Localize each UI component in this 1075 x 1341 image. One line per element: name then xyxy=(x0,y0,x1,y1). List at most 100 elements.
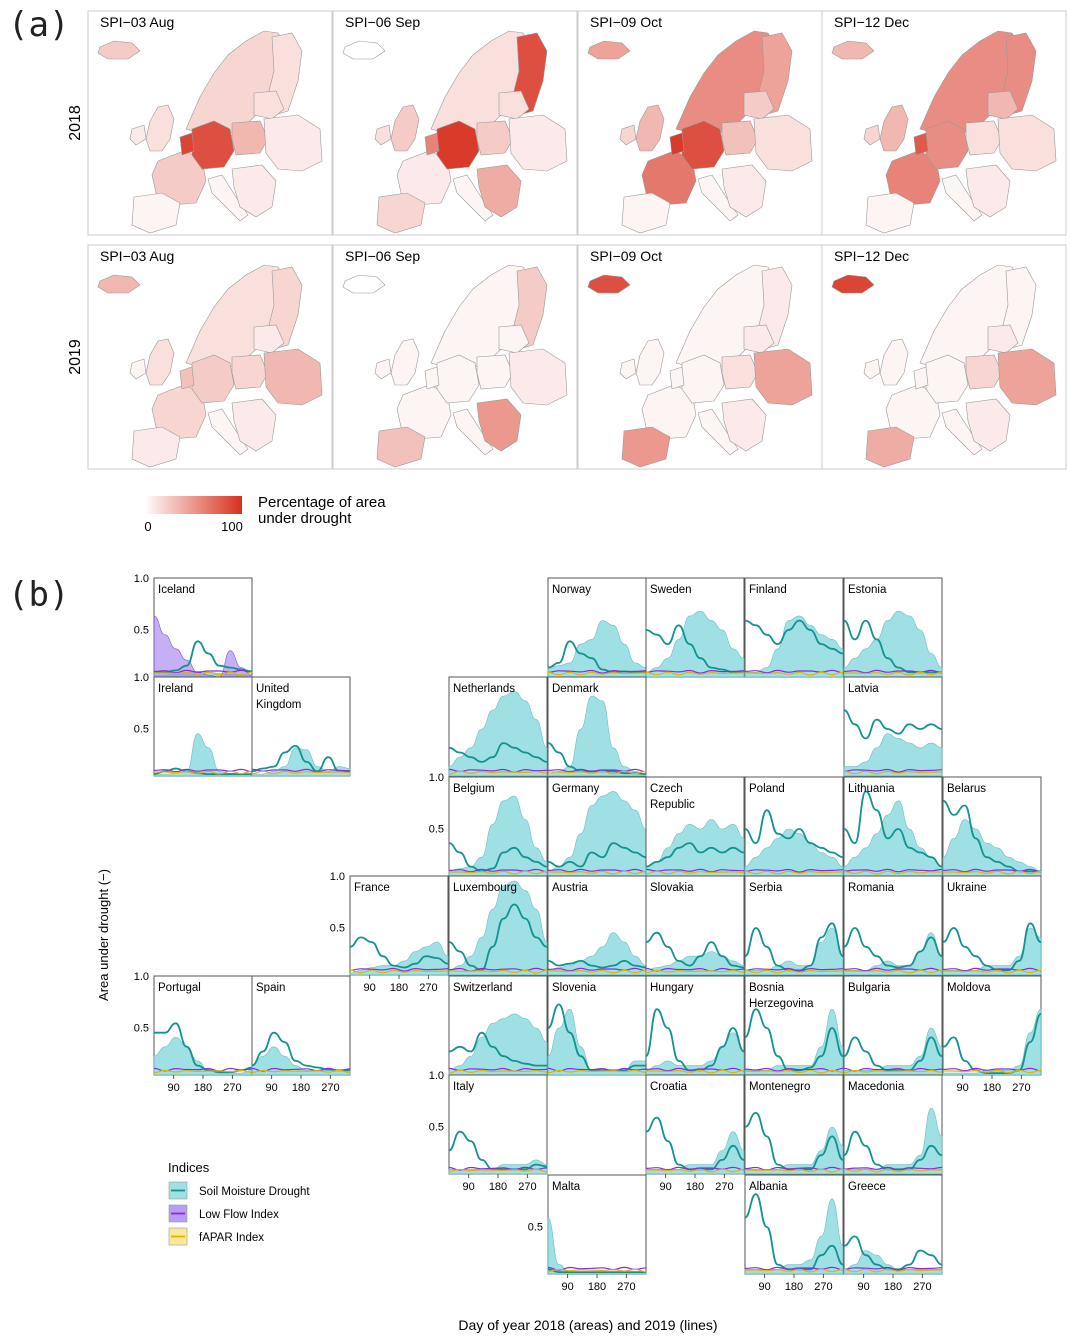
country-shape xyxy=(913,366,929,390)
country-shape xyxy=(151,150,207,206)
europe-map: SPI−06 Sep xyxy=(332,10,578,236)
low-flow-line xyxy=(645,669,745,674)
country-panel: Bosnia Herzegovina xyxy=(744,975,844,1076)
low-flow-line xyxy=(843,768,943,773)
country-name: Czech xyxy=(650,783,683,795)
fapar-line xyxy=(448,1069,548,1074)
country-shape xyxy=(436,120,480,170)
country-name: Portugal xyxy=(158,982,201,994)
country-panel: Poland xyxy=(744,776,844,877)
soil-moisture-area xyxy=(744,927,844,976)
europe-map: SPI−06 Sep xyxy=(332,244,578,470)
y-tick-label: 1.0 xyxy=(330,871,345,883)
country-shape xyxy=(831,40,875,60)
colorbar xyxy=(144,496,242,514)
country-panel: Romania xyxy=(843,875,943,976)
fapar-line xyxy=(645,870,745,875)
country-shape xyxy=(753,114,813,172)
low-flow-line xyxy=(547,868,647,873)
country-panel: Italy xyxy=(448,1074,548,1175)
country-shape xyxy=(941,408,983,456)
country-name: Macedonia xyxy=(848,1081,905,1093)
x-tick-label: 270 xyxy=(419,982,437,994)
soil-moisture-line xyxy=(547,1268,646,1273)
country-panel: Lithuania xyxy=(843,776,943,877)
low-flow-line xyxy=(645,967,745,972)
country-shape xyxy=(587,40,631,60)
fapar-line xyxy=(448,770,548,775)
y-tick-label: 1.0 xyxy=(134,573,149,585)
country-shape xyxy=(263,114,323,172)
europe-map: SPI−12 Dec xyxy=(821,244,1067,470)
country-shape xyxy=(498,90,530,120)
soil-moisture-line xyxy=(942,799,1041,873)
fapar-line xyxy=(745,671,844,676)
country-shape xyxy=(681,354,725,404)
country-name: Latvia xyxy=(848,683,879,695)
soil-moisture-line xyxy=(547,959,647,969)
country-name: France xyxy=(354,882,390,894)
legend-label: Soil Moisture Drought xyxy=(199,1186,310,1198)
country-shape xyxy=(885,384,941,440)
fapar-line xyxy=(744,1168,844,1173)
low-flow-line xyxy=(547,1067,647,1072)
low-flow-line xyxy=(942,967,1042,972)
country-shape xyxy=(721,354,759,390)
country-panel: Moldova xyxy=(942,975,1042,1076)
x-tick-label: 180 xyxy=(194,1082,212,1094)
low-flow-line xyxy=(843,967,943,972)
country-shape xyxy=(987,324,1019,354)
x-tick-label: 180 xyxy=(983,1082,1001,1094)
soil-moisture-area xyxy=(448,691,548,777)
indices-legend: Indices Soil Moisture Drought Low Flow Ind… xyxy=(168,1160,310,1246)
low-flow-line xyxy=(942,868,1042,873)
country-shape xyxy=(831,274,875,294)
country-panel: Luxembourg xyxy=(448,875,548,976)
x-axis: 90 180 270 xyxy=(857,1274,932,1293)
country-panel: Germany xyxy=(547,776,647,877)
soil-moisture-line xyxy=(744,619,844,655)
map-title: SPI−09 Oct xyxy=(590,14,662,30)
x-tick-label: 270 xyxy=(223,1082,241,1094)
fapar-line xyxy=(646,1069,745,1074)
fapar-line xyxy=(153,1069,253,1074)
country-panel: Greece xyxy=(843,1174,943,1275)
soil-moisture-area xyxy=(645,610,745,678)
legend-label: Low Flow Index xyxy=(199,1209,279,1221)
country-panel: Macedonia xyxy=(843,1074,943,1175)
country-name: Lithuania xyxy=(848,783,895,795)
x-tick-label: 90 xyxy=(462,1181,474,1193)
country-shape xyxy=(253,324,285,354)
fapar-line xyxy=(745,1268,844,1273)
fapar-line xyxy=(547,969,647,974)
country-shape xyxy=(476,398,522,452)
map-title: SPI−06 Sep xyxy=(345,14,420,30)
y-tick-label: 0.5 xyxy=(134,624,149,636)
fapar-line xyxy=(843,1168,943,1173)
x-tick-label: 90 xyxy=(758,1281,770,1293)
country-shape xyxy=(231,164,277,218)
soil-moisture-line xyxy=(843,709,943,740)
x-tick-label: 270 xyxy=(1012,1082,1030,1094)
soil-moisture-line xyxy=(843,1130,943,1171)
country-panel: Ireland xyxy=(153,676,253,777)
country-name: Croatia xyxy=(650,1081,688,1093)
low-flow-line xyxy=(153,669,253,674)
x-axis: 90 180 270 xyxy=(167,1075,242,1094)
y-tick-label: 1.0 xyxy=(134,971,149,983)
country-name: Romania xyxy=(848,882,895,894)
fapar-line xyxy=(744,870,844,875)
low-flow-line xyxy=(153,768,253,773)
fapar-line xyxy=(943,870,1042,875)
country-panel: Montenegro xyxy=(744,1074,844,1175)
low-flow-line xyxy=(744,1266,844,1271)
year-label: 2018 xyxy=(67,105,84,141)
fapar-line xyxy=(251,770,351,775)
panel-frame xyxy=(448,1074,548,1175)
europe-map: SPI−03 Aug xyxy=(87,10,333,236)
country-shape xyxy=(179,132,195,156)
country-shape xyxy=(390,104,420,152)
low-flow-line xyxy=(744,1067,844,1072)
y-axis: 0.5 xyxy=(528,1221,543,1233)
country-shape xyxy=(508,114,568,172)
